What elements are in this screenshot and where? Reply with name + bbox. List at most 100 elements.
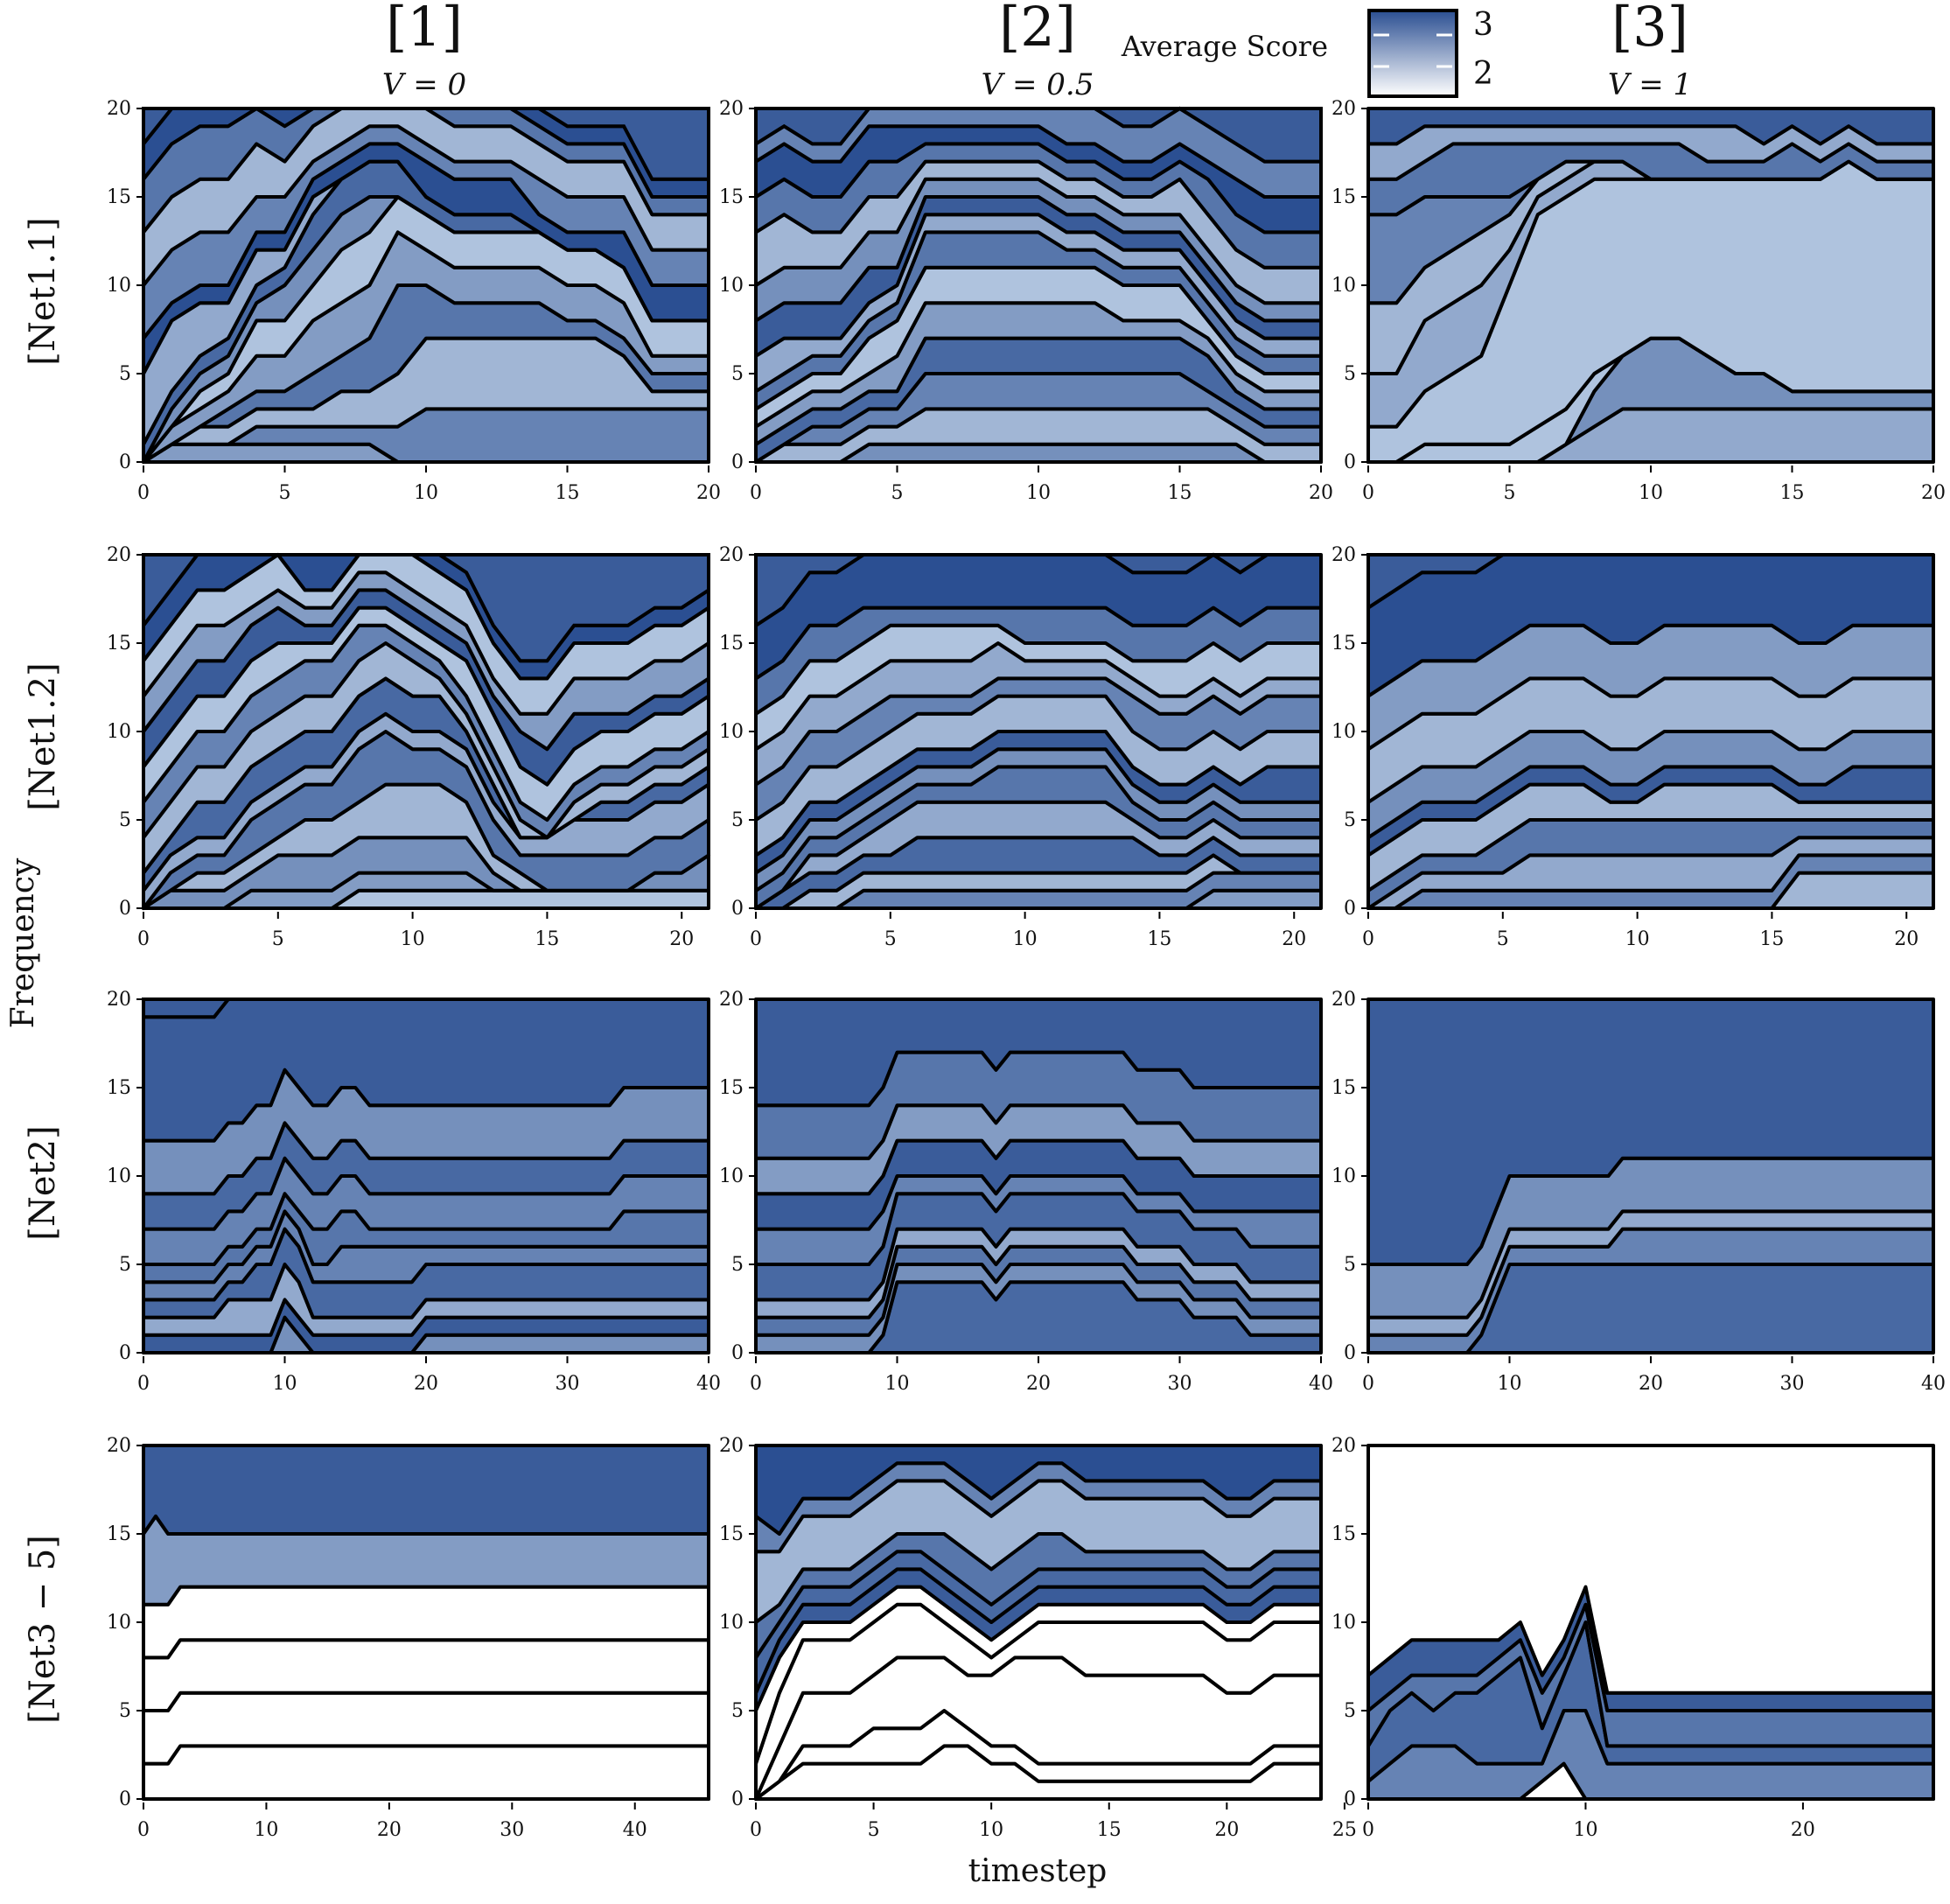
- panel-1-3: 0 5 10 15 20 0 5 10 15 20: [1331, 98, 1946, 504]
- x-tick-label: 5: [868, 1819, 880, 1841]
- x-tick-label: 15: [1147, 928, 1171, 950]
- x-tick-label: 20: [1921, 482, 1946, 504]
- x-tick-label: 0: [750, 1819, 762, 1841]
- panel-1-2: 0 5 10 15 20 0 5 10 15 20: [719, 98, 1333, 504]
- row-label-3: [Net2]: [23, 1125, 63, 1240]
- panel-2-2: 0 5 10 15 20 0 5 10 15 20: [719, 544, 1323, 950]
- stack-layer-7: [142, 1444, 710, 1536]
- y-tick-label: 5: [119, 1700, 131, 1722]
- x-tick-label: 30: [500, 1819, 524, 1841]
- x-tick-label: 0: [1362, 1819, 1374, 1841]
- y-tick-label: 0: [1344, 1342, 1356, 1364]
- stack-layer-2: [142, 1744, 710, 1801]
- y-tick-label: 10: [107, 1166, 131, 1187]
- x-tick-label: 10: [1026, 482, 1051, 504]
- y-tick-label: 0: [1344, 1788, 1356, 1810]
- row-label-4: [Net3 − 5]: [23, 1535, 63, 1724]
- x-tick-label: 0: [1362, 482, 1374, 504]
- y-tick-label: 5: [1344, 809, 1356, 831]
- y-tick-label: 5: [1344, 363, 1356, 385]
- y-tick-label: 15: [1331, 1077, 1356, 1099]
- x-tick-label: 30: [556, 1373, 580, 1395]
- x-tick-label: 30: [1780, 1373, 1805, 1395]
- y-tick-label: 5: [119, 363, 131, 385]
- y-tick-label: 10: [719, 1612, 744, 1634]
- y-tick-label: 15: [719, 1077, 744, 1099]
- x-tick-label: 25: [1332, 1819, 1357, 1841]
- x-tick-label: 40: [696, 1373, 721, 1395]
- y-tick-label: 20: [107, 544, 131, 566]
- column-header-2: [2]: [999, 0, 1076, 59]
- y-tick-label: 5: [731, 809, 744, 831]
- panel-3-1: 0 5 10 15 20 0 10 20 30 40: [107, 989, 721, 1395]
- row-label-1: [Net1.1]: [23, 217, 63, 366]
- y-tick-label: 20: [107, 1435, 131, 1457]
- x-tick-label: 0: [137, 482, 150, 504]
- legend-title: Average Score: [1121, 30, 1328, 63]
- y-tick-label: 15: [1331, 633, 1356, 654]
- x-tick-label: 5: [1497, 928, 1509, 950]
- x-tick-label: 40: [1309, 1373, 1333, 1395]
- x-tick-label: 15: [1097, 1819, 1122, 1841]
- x-tick-label: 0: [137, 1819, 150, 1841]
- y-tick-label: 15: [719, 633, 744, 654]
- y-tick-label: 10: [1331, 275, 1356, 297]
- y-tick-label: 10: [719, 1166, 744, 1187]
- x-tick-label: 5: [272, 928, 284, 950]
- y-tick-label: 5: [731, 1254, 744, 1276]
- y-tick-label: 0: [119, 898, 131, 920]
- y-tick-label: 5: [731, 363, 744, 385]
- panel-1-1: 0 5 10 15 20 0 5 10 15 20: [107, 98, 721, 504]
- x-tick-label: 0: [1362, 1373, 1374, 1395]
- y-tick-label: 15: [719, 1523, 744, 1545]
- x-tick-label: 0: [137, 928, 150, 950]
- x-tick-label: 0: [137, 1373, 150, 1395]
- y-tick-label: 0: [1344, 898, 1356, 920]
- y-tick-label: 10: [1331, 1612, 1356, 1634]
- column-subtitle-2: V = 0.5: [982, 67, 1094, 102]
- panel-4-2: 0 5 10 15 20 0 5 10 15 20 25: [719, 1435, 1357, 1841]
- y-tick-label: 10: [107, 1612, 131, 1634]
- y-tick-label: 15: [1331, 186, 1356, 208]
- panel-2-3: 0 5 10 15 20 0 5 10 15 20: [1331, 544, 1935, 950]
- y-tick-label: 20: [1331, 544, 1356, 566]
- legend-tick-label-2: 2: [1473, 56, 1493, 92]
- column-subtitle-3: V = 1: [1608, 67, 1692, 102]
- x-tick-label: 10: [885, 1373, 910, 1395]
- x-axis-title: timestep: [968, 1853, 1108, 1889]
- x-tick-label: 20: [1214, 1819, 1239, 1841]
- x-tick-label: 20: [1791, 1819, 1815, 1841]
- x-tick-label: 20: [1026, 1373, 1051, 1395]
- y-tick-label: 5: [119, 809, 131, 831]
- x-tick-label: 5: [1504, 482, 1516, 504]
- column-header-1: [1]: [386, 0, 463, 59]
- y-tick-label: 0: [119, 452, 131, 473]
- legend-colorbar: [1367, 9, 1458, 98]
- x-tick-label: 10: [1013, 928, 1038, 950]
- x-tick-label: 20: [414, 1373, 438, 1395]
- x-tick-label: 10: [979, 1819, 1003, 1841]
- x-tick-label: 0: [750, 928, 762, 950]
- panel-4-3: 0 5 10 15 20 0 10 20: [1331, 1435, 1935, 1841]
- y-tick-label: 20: [107, 98, 131, 120]
- x-tick-label: 20: [1309, 482, 1333, 504]
- x-tick-label: 20: [1282, 928, 1306, 950]
- y-tick-label: 0: [731, 1342, 744, 1364]
- x-tick-label: 20: [669, 928, 694, 950]
- x-tick-label: 20: [377, 1819, 402, 1841]
- x-tick-label: 30: [1168, 1373, 1192, 1395]
- panel-3-2: 0 5 10 15 20 0 10 20 30 40: [719, 989, 1333, 1395]
- y-tick-label: 5: [119, 1254, 131, 1276]
- legend-tick-label-3: 3: [1473, 7, 1493, 43]
- panel-4-1: 0 5 10 15 20 0 10 20 30 40: [107, 1435, 710, 1841]
- x-tick-label: 40: [1921, 1373, 1946, 1395]
- y-tick-label: 15: [107, 1523, 131, 1545]
- y-tick-label: 15: [719, 186, 744, 208]
- x-tick-label: 0: [1362, 928, 1374, 950]
- panel-2-1: 0 5 10 15 20 0 5 10 15 20: [107, 544, 710, 950]
- y-tick-label: 10: [1331, 1166, 1356, 1187]
- x-tick-label: 40: [623, 1819, 647, 1841]
- y-tick-label: 0: [119, 1342, 131, 1364]
- x-tick-label: 10: [254, 1819, 278, 1841]
